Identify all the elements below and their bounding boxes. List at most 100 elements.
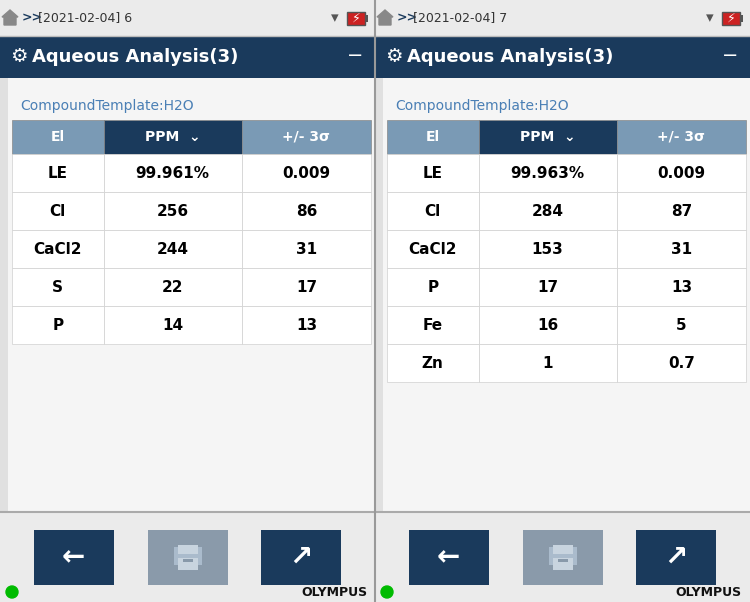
Text: +/- 3σ: +/- 3σ (658, 130, 705, 144)
Text: Cl: Cl (50, 203, 66, 219)
Text: Aqueous Analysis(3): Aqueous Analysis(3) (32, 48, 239, 66)
FancyBboxPatch shape (387, 230, 478, 268)
FancyBboxPatch shape (636, 530, 716, 585)
Text: ⚡: ⚡ (727, 11, 735, 25)
Text: 13: 13 (296, 317, 317, 332)
FancyBboxPatch shape (242, 268, 371, 306)
Text: LE: LE (423, 166, 442, 181)
Text: 31: 31 (670, 241, 692, 256)
Text: 99.961%: 99.961% (136, 166, 210, 181)
FancyBboxPatch shape (722, 12, 740, 25)
FancyBboxPatch shape (0, 78, 375, 512)
Text: >>: >> (22, 11, 43, 25)
FancyBboxPatch shape (478, 344, 616, 382)
FancyBboxPatch shape (12, 192, 104, 230)
FancyBboxPatch shape (104, 306, 242, 344)
FancyBboxPatch shape (616, 268, 746, 306)
Text: 87: 87 (670, 203, 692, 219)
FancyBboxPatch shape (12, 230, 104, 268)
Text: Aqueous Analysis(3): Aqueous Analysis(3) (407, 48, 614, 66)
Text: CompoundTemplate:H2O: CompoundTemplate:H2O (395, 99, 568, 113)
FancyBboxPatch shape (0, 0, 375, 602)
FancyBboxPatch shape (375, 0, 750, 602)
FancyBboxPatch shape (347, 12, 365, 25)
Text: ⚙: ⚙ (10, 48, 28, 66)
Text: Zn: Zn (422, 356, 444, 370)
Text: OLYMPUS: OLYMPUS (676, 586, 742, 598)
FancyBboxPatch shape (104, 230, 242, 268)
FancyBboxPatch shape (12, 306, 104, 344)
Text: ↗: ↗ (664, 543, 688, 571)
FancyBboxPatch shape (375, 78, 383, 512)
FancyBboxPatch shape (242, 154, 371, 192)
FancyBboxPatch shape (104, 192, 242, 230)
FancyBboxPatch shape (0, 36, 375, 78)
Text: 17: 17 (537, 279, 558, 294)
FancyBboxPatch shape (242, 230, 371, 268)
Text: 86: 86 (296, 203, 317, 219)
FancyBboxPatch shape (242, 306, 371, 344)
Text: ▾: ▾ (332, 10, 339, 25)
FancyBboxPatch shape (553, 558, 572, 570)
Polygon shape (2, 10, 18, 25)
Text: 14: 14 (162, 317, 183, 332)
FancyBboxPatch shape (387, 344, 478, 382)
FancyBboxPatch shape (182, 559, 193, 562)
Text: 22: 22 (162, 279, 184, 294)
Text: ⚙: ⚙ (385, 48, 403, 66)
FancyBboxPatch shape (375, 512, 750, 602)
FancyBboxPatch shape (148, 530, 227, 585)
FancyBboxPatch shape (478, 306, 616, 344)
FancyBboxPatch shape (0, 0, 375, 36)
FancyBboxPatch shape (34, 530, 114, 585)
Text: CaCl2: CaCl2 (34, 241, 82, 256)
Text: +/- 3σ: +/- 3σ (283, 130, 330, 144)
Text: ←: ← (437, 543, 460, 571)
Text: 244: 244 (157, 241, 189, 256)
FancyBboxPatch shape (242, 192, 371, 230)
Text: 16: 16 (537, 317, 558, 332)
FancyBboxPatch shape (375, 0, 750, 36)
FancyBboxPatch shape (365, 15, 368, 22)
Text: 0.009: 0.009 (657, 166, 706, 181)
Text: 17: 17 (296, 279, 317, 294)
FancyBboxPatch shape (375, 36, 750, 78)
FancyBboxPatch shape (173, 547, 202, 565)
FancyBboxPatch shape (616, 154, 746, 192)
FancyBboxPatch shape (387, 192, 478, 230)
Text: >>: >> (397, 11, 418, 25)
FancyBboxPatch shape (261, 530, 341, 585)
FancyBboxPatch shape (387, 268, 478, 306)
FancyBboxPatch shape (523, 530, 602, 585)
FancyBboxPatch shape (616, 306, 746, 344)
FancyBboxPatch shape (616, 192, 746, 230)
Text: LE: LE (48, 166, 68, 181)
FancyBboxPatch shape (478, 192, 616, 230)
Text: CaCl2: CaCl2 (409, 241, 457, 256)
FancyBboxPatch shape (616, 230, 746, 268)
Text: El: El (51, 130, 64, 144)
FancyBboxPatch shape (478, 120, 616, 154)
FancyBboxPatch shape (104, 154, 242, 192)
FancyBboxPatch shape (387, 306, 478, 344)
Text: ▾: ▾ (706, 10, 714, 25)
Text: S: S (53, 279, 63, 294)
Text: El: El (426, 130, 439, 144)
FancyBboxPatch shape (242, 120, 371, 154)
FancyBboxPatch shape (12, 120, 104, 154)
FancyBboxPatch shape (375, 78, 750, 512)
Text: ↗: ↗ (290, 543, 313, 571)
Polygon shape (377, 10, 393, 25)
FancyBboxPatch shape (178, 558, 197, 570)
Text: 31: 31 (296, 241, 317, 256)
Text: Fe: Fe (423, 317, 442, 332)
FancyBboxPatch shape (104, 268, 242, 306)
Text: −: − (346, 46, 363, 64)
Text: 284: 284 (532, 203, 564, 219)
Text: Cl: Cl (424, 203, 441, 219)
Text: [2021-02-04] 7: [2021-02-04] 7 (413, 11, 507, 25)
FancyBboxPatch shape (178, 545, 197, 554)
FancyBboxPatch shape (104, 120, 242, 154)
FancyBboxPatch shape (0, 512, 375, 602)
Text: ⚡: ⚡ (352, 11, 360, 25)
